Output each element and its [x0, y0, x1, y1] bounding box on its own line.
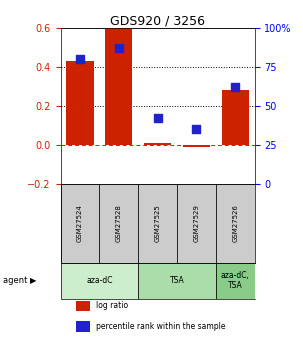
Text: TSA: TSA	[170, 276, 184, 285]
Point	[78, 56, 82, 62]
Bar	[216, 263, 255, 299]
Point	[116, 45, 121, 51]
Bar	[183, 145, 210, 147]
Bar	[221, 90, 249, 145]
Text: GSM27528: GSM27528	[116, 205, 122, 242]
Bar	[76, 321, 90, 332]
Text: GSM27525: GSM27525	[155, 205, 161, 242]
Bar	[105, 28, 132, 145]
Bar	[61, 263, 138, 299]
Bar	[216, 184, 255, 263]
Bar	[177, 184, 216, 263]
Bar	[99, 184, 138, 263]
Text: aza-dC: aza-dC	[86, 276, 113, 285]
Bar	[76, 300, 90, 312]
Point	[233, 85, 238, 90]
Bar	[144, 143, 171, 145]
Title: GDS920 / 3256: GDS920 / 3256	[110, 14, 205, 28]
Bar	[138, 184, 177, 263]
Point	[155, 116, 160, 121]
Bar	[61, 184, 99, 263]
Text: GSM27524: GSM27524	[77, 205, 83, 242]
Text: agent ▶: agent ▶	[3, 276, 37, 285]
Bar	[138, 263, 216, 299]
Text: aza-dC,
TSA: aza-dC, TSA	[221, 271, 250, 290]
Text: percentile rank within the sample: percentile rank within the sample	[95, 322, 225, 331]
Text: GSM27529: GSM27529	[193, 205, 199, 242]
Bar	[66, 61, 94, 145]
Text: log ratio: log ratio	[95, 302, 128, 310]
Point	[194, 127, 199, 132]
Text: GSM27526: GSM27526	[232, 205, 238, 242]
